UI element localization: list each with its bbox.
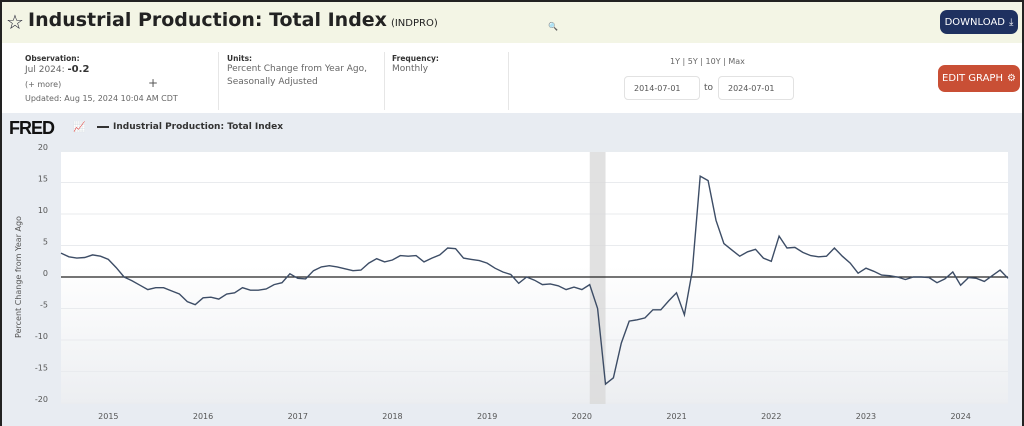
legend-line-icon <box>97 125 109 128</box>
y-tick-label: -10 <box>35 332 48 341</box>
series-line <box>60 175 1009 386</box>
magnifier-icon: 🔍 <box>548 22 558 31</box>
y-tick-label: -15 <box>35 364 48 373</box>
download-button[interactable]: DOWNLOAD ⤓ <box>940 10 1018 34</box>
download-icon: ⤓ <box>1008 16 1014 28</box>
download-label: DOWNLOAD <box>944 16 1005 28</box>
start-date-input[interactable]: 2014-07-01 <box>624 76 700 100</box>
x-tick-label: 2024 <box>950 412 970 421</box>
y-tick-label: 20 <box>38 143 48 152</box>
star-icon[interactable]: ☆ <box>6 10 24 34</box>
page-title: Industrial Production: Total Index (INDPR… <box>28 9 438 31</box>
x-tick-label: 2020 <box>572 412 592 421</box>
y-tick-label: 10 <box>38 206 48 215</box>
fred-logo: FRED <box>9 118 55 138</box>
frequency-value: Monthly <box>392 64 429 74</box>
units-line1: Percent Change from Year Ago, <box>227 64 368 74</box>
to-label: to <box>704 83 714 93</box>
x-tick-label: 2021 <box>666 412 686 421</box>
title-text: Industrial Production: Total Index <box>28 9 387 31</box>
gear-icon: ⚙ <box>1006 73 1016 84</box>
plot-area <box>61 152 1008 404</box>
range-links[interactable]: 1Y | 5Y | 10Y | Max <box>670 57 745 66</box>
y-tick-label: 0 <box>43 269 48 278</box>
cursor-crosshair-icon: + <box>148 76 159 90</box>
units-line2: Seasonally Adjusted <box>227 77 318 87</box>
observation-label: Observation: <box>25 54 80 63</box>
observation-value: -0.2 <box>67 64 90 75</box>
observation-date: Jul 2024: <box>25 65 65 75</box>
y-axis-title: Percent Change from Year Ago <box>14 216 23 338</box>
y-tick-label: 15 <box>38 175 48 184</box>
chart-legend: Industrial Production: Total Index <box>97 122 283 132</box>
updated-text: Updated: Aug 15, 2024 10:04 AM CDT <box>25 94 178 103</box>
edit-graph-label: EDIT GRAPH <box>942 73 1003 84</box>
end-date-input[interactable]: 2024-07-01 <box>718 76 794 100</box>
y-tick-label: -20 <box>35 395 48 404</box>
x-tick-label: 2023 <box>856 412 876 421</box>
x-tick-label: 2016 <box>193 412 213 421</box>
chart-logo-icon: 📈 <box>73 122 86 133</box>
x-tick-label: 2017 <box>288 412 308 421</box>
x-tick-label: 2015 <box>98 412 118 421</box>
title-bar: ☆ Industrial Production: Total Index (IND… <box>0 0 1024 43</box>
edit-graph-button[interactable]: EDIT GRAPH ⚙ <box>938 65 1020 92</box>
more-link[interactable]: (+ more) <box>25 80 62 89</box>
y-tick-label: -5 <box>40 301 48 310</box>
x-tick-label: 2019 <box>477 412 497 421</box>
x-tick-label: 2022 <box>761 412 781 421</box>
frequency-label: Frequency: <box>392 54 439 63</box>
series-id: (INDPRO) <box>390 18 438 29</box>
legend-label: Industrial Production: Total Index <box>113 122 284 132</box>
x-tick-label: 2018 <box>382 412 402 421</box>
y-tick-label: 5 <box>43 238 48 247</box>
units-label: Units: <box>227 54 253 63</box>
